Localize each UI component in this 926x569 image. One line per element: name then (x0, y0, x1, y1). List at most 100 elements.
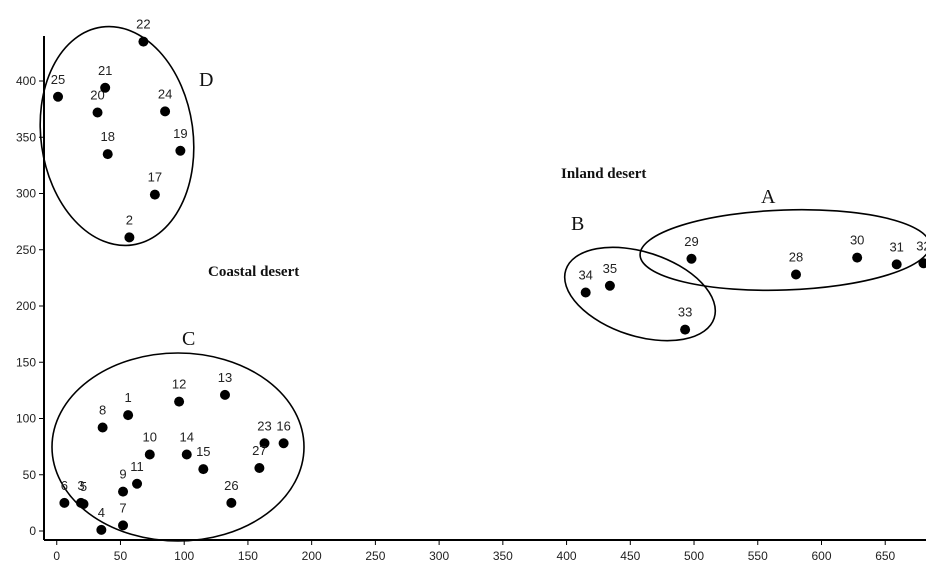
point-label-25: 25 (51, 72, 65, 87)
data-point-35 (604, 280, 615, 291)
data-point-17 (149, 189, 160, 200)
data-point-19 (175, 145, 186, 156)
point-label-3: 3 (77, 478, 84, 493)
y-tick-label: 0 (29, 524, 36, 538)
point-label-15: 15 (196, 444, 210, 459)
x-tick-label: 300 (429, 549, 449, 563)
point-label-9: 9 (119, 467, 126, 482)
point-label-33: 33 (678, 305, 692, 320)
data-point-30 (852, 252, 863, 263)
point-label-13: 13 (218, 370, 232, 385)
data-point-1 (123, 410, 134, 421)
axes (43, 36, 926, 541)
x-tick-label: 50 (114, 549, 128, 563)
point-label-1: 1 (125, 390, 132, 405)
y-tick-label: 250 (16, 243, 36, 257)
cluster-labels: A B C D (182, 69, 776, 350)
cluster-label-c: C (182, 328, 195, 350)
x-tick-label: 600 (811, 549, 831, 563)
data-point-27 (254, 463, 265, 473)
y-tick-label: 50 (23, 468, 37, 482)
y-tick-label: 400 (16, 74, 36, 88)
data-point-8 (97, 422, 108, 433)
x-tick-label: 450 (620, 549, 640, 563)
y-axis-ticks: 0 50 100 150 200 250 300 350 400 (16, 74, 44, 538)
data-point-21 (100, 82, 111, 93)
y-tick-label: 350 (16, 130, 36, 144)
point-label-30: 30 (850, 233, 864, 248)
point-label-31: 31 (889, 239, 903, 254)
point-label-5: 5 (80, 479, 87, 494)
point-label-2: 2 (126, 212, 133, 227)
cluster-outlines (39, 25, 926, 542)
y-tick-label: 100 (16, 412, 36, 426)
x-tick-label: 650 (875, 549, 895, 563)
cluster-label-a: A (761, 186, 776, 208)
cluster-label-d: D (199, 69, 213, 91)
x-tick-label: 500 (684, 549, 704, 563)
point-label-20: 20 (90, 88, 104, 103)
data-point-32 (918, 258, 926, 269)
data-point-7 (118, 520, 129, 531)
data-point-15 (198, 464, 209, 475)
data-point-24 (160, 106, 171, 117)
point-label-6: 6 (61, 478, 68, 493)
point-label-10: 10 (143, 430, 157, 445)
cluster-d-outline (39, 25, 195, 247)
y-tick-label: 200 (16, 299, 36, 313)
cluster-a-outline (639, 208, 926, 292)
data-point-34 (580, 287, 591, 298)
x-tick-label: 150 (238, 549, 258, 563)
x-axis-ticks: 0 50 100 150 200 250 300 350 400 450 500 550 600 650 (53, 540, 896, 563)
data-point-2 (124, 232, 135, 243)
data-point-14 (181, 449, 192, 460)
data-point-23 (259, 438, 270, 449)
x-tick-label: 0 (53, 549, 60, 563)
point-label-14: 14 (180, 430, 194, 445)
point-label-24: 24 (158, 86, 172, 101)
x-tick-label: 350 (493, 549, 513, 563)
point-label-21: 21 (98, 63, 112, 78)
data-point-11 (132, 478, 143, 489)
point-label-18: 18 (100, 129, 114, 144)
data-point-5 (78, 499, 89, 509)
data-point-31 (891, 259, 902, 270)
point-label-7: 7 (119, 500, 126, 515)
data-point-12 (174, 396, 185, 407)
x-tick-label: 550 (748, 549, 768, 563)
y-tick-label: 150 (16, 355, 36, 369)
x-tick-label: 100 (174, 549, 194, 563)
point-label-12: 12 (172, 377, 186, 392)
point-label-4: 4 (98, 505, 105, 520)
point-label-29: 29 (684, 234, 698, 249)
data-point-4 (96, 524, 107, 535)
point-label-27: 27 (252, 443, 266, 458)
data-point-26 (226, 497, 237, 508)
data-point-29 (686, 253, 697, 264)
data-point-9 (118, 486, 129, 497)
data-point-18 (102, 149, 113, 160)
x-tick-label: 200 (302, 549, 322, 563)
point-label-17: 17 (148, 170, 162, 185)
y-tick-label: 300 (16, 187, 36, 201)
point-label-32: 32 (916, 238, 926, 253)
annotation-coastal-desert: Coastal desert (208, 264, 299, 280)
data-point-25 (53, 91, 64, 102)
data-point-6 (59, 497, 70, 508)
data-point-22 (138, 36, 149, 47)
point-label-8: 8 (99, 403, 106, 418)
x-tick-label: 400 (557, 549, 577, 563)
data-point-33 (680, 324, 691, 335)
point-label-26: 26 (224, 478, 238, 493)
point-label-23: 23 (257, 418, 271, 433)
point-label-34: 34 (578, 268, 592, 283)
point-label-11: 11 (130, 459, 144, 474)
point-label-35: 35 (603, 261, 617, 276)
point-label-16: 16 (276, 418, 290, 433)
data-point-16 (278, 438, 289, 449)
data-point-10 (144, 449, 155, 460)
x-tick-label: 250 (365, 549, 385, 563)
data-point-13 (219, 389, 230, 400)
